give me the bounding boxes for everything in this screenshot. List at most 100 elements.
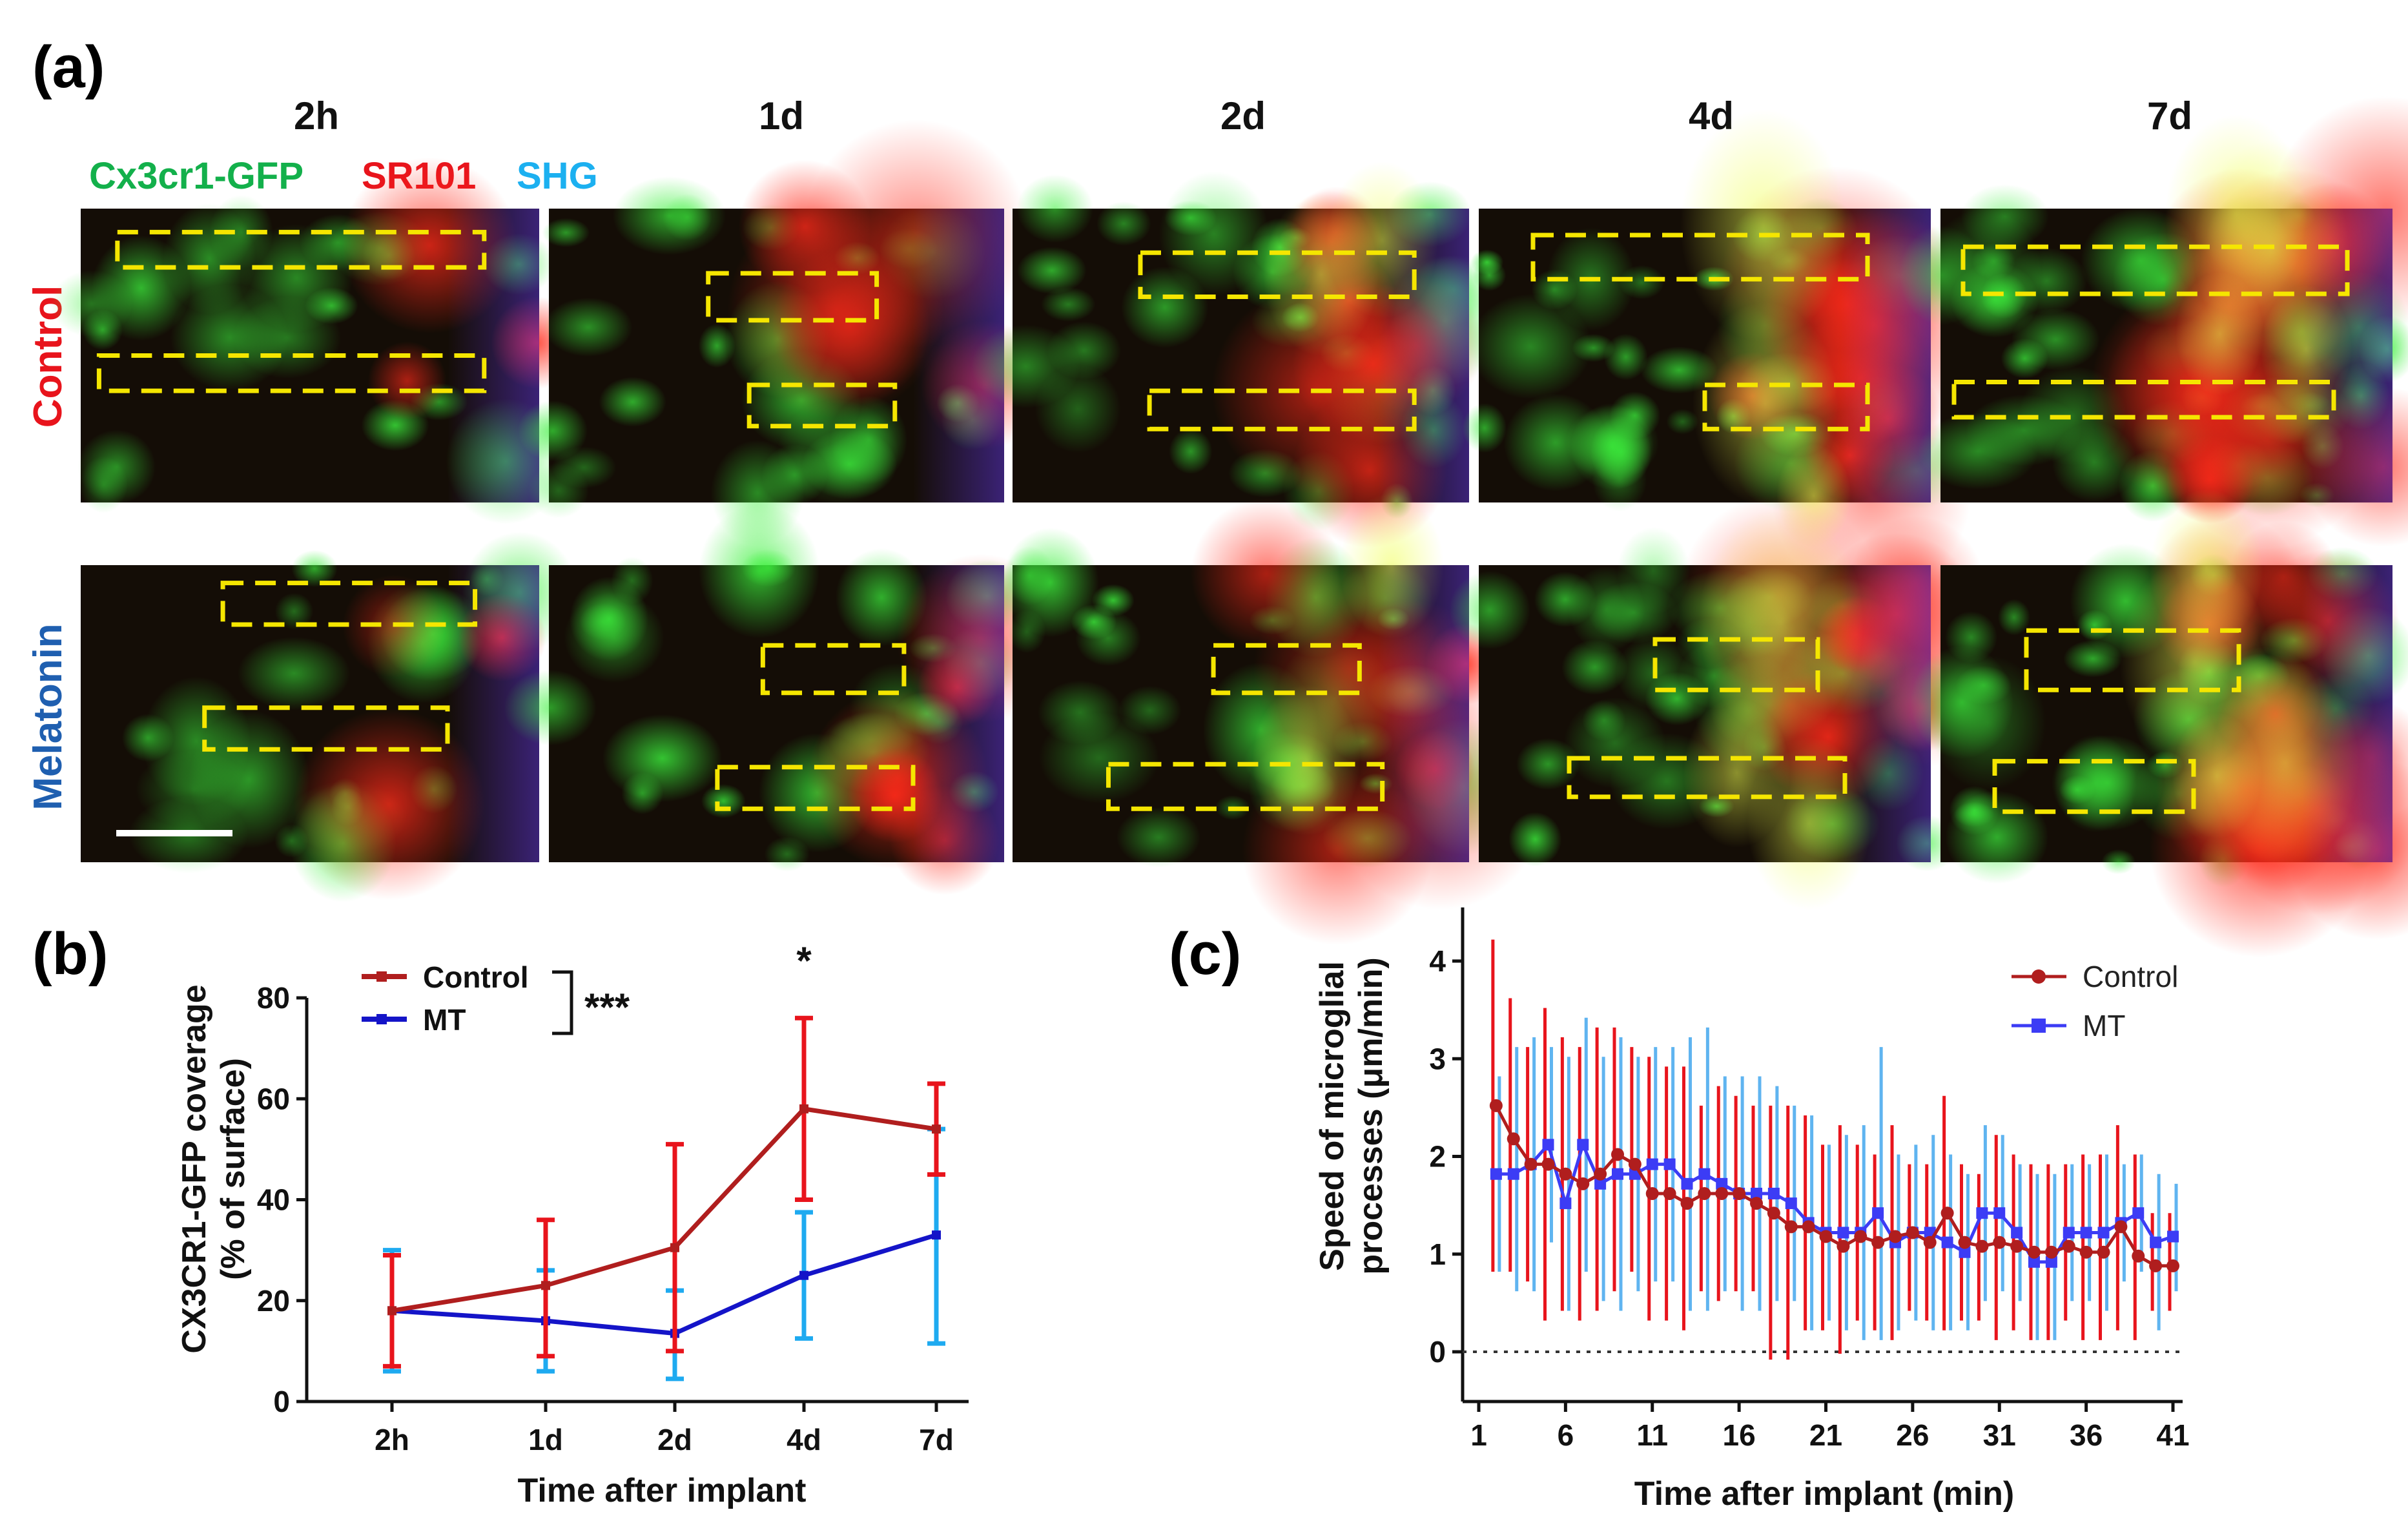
colocalized-signal [1680, 109, 1847, 342]
b-xtick-label-2d: 2d [657, 1423, 692, 1456]
c-point-mt-37 [2097, 1227, 2110, 1239]
roi-box [706, 271, 880, 323]
c-point-mt-34 [2045, 1256, 2057, 1268]
timepoint-label-1d: 1d [759, 94, 804, 138]
roi-box [115, 229, 487, 270]
shg-signal [1377, 209, 1469, 502]
c-legend-mt-label: MT [2083, 1009, 2125, 1042]
microglia-signal [233, 296, 342, 379]
roi-box [1567, 756, 1847, 800]
microglia-signal [1561, 639, 1628, 695]
b-point-mt-7d [932, 1230, 941, 1240]
microglia-signal [1531, 269, 1578, 311]
microglia-signal [1570, 403, 1654, 491]
c-ytick-label-2: 2 [1429, 1140, 1446, 1174]
c-point-mt-32 [2011, 1227, 2023, 1239]
b-point-control-1d [541, 1281, 550, 1290]
c-point-control-3 [1507, 1132, 1520, 1146]
b-xlabel: Time after implant [518, 1472, 807, 1509]
c-xtick-label-26: 26 [1896, 1418, 1929, 1452]
c-point-control-13 [1680, 1197, 1694, 1210]
c-point-mt-30 [1976, 1207, 1988, 1219]
microglia-signal [135, 750, 252, 829]
c-point-mt-7 [1577, 1139, 1589, 1151]
c-point-control-40 [2149, 1259, 2163, 1272]
c-point-mt-31 [1993, 1207, 2006, 1219]
c-point-control-11 [1645, 1186, 1659, 1200]
microglia-signal [1118, 685, 1182, 735]
c-point-mt-35 [2063, 1227, 2075, 1239]
b-ytick-label-20: 20 [257, 1284, 290, 1318]
channel-legend: Cx3cr1-GFP SR101 SHG [89, 155, 598, 197]
c-point-mt-3 [1507, 1168, 1519, 1180]
c-point-mt-36 [2080, 1227, 2092, 1239]
b-xtick-label-1d: 1d [528, 1423, 563, 1456]
microglia-signal [1945, 791, 2049, 884]
c-point-control-10 [1628, 1157, 1641, 1171]
microglia-signal [1038, 680, 1123, 745]
micrograph-melatonin-1d [504, 503, 1066, 895]
microglia-signal [2051, 734, 2164, 831]
microglia-signal [1944, 611, 1998, 663]
microglia-signal [1462, 403, 1507, 453]
channel-label-shg: SHG [517, 155, 598, 197]
microglia-signal [528, 462, 590, 519]
microglia-signal [2101, 849, 2136, 875]
microglia-signal [1071, 604, 1117, 640]
microglia-signal [1899, 225, 1985, 326]
roi-box [1530, 233, 1870, 282]
colocalized-signal [1747, 736, 1871, 911]
colocalized-signal [2172, 712, 2262, 839]
timepoint-label-7d: 7d [2147, 94, 2192, 138]
roi-box [2024, 628, 2241, 692]
b-ytick-label-80: 80 [257, 981, 290, 1015]
c-point-control-32 [2010, 1239, 2024, 1253]
c-point-control-16 [1733, 1186, 1746, 1200]
c-point-mt-17 [1751, 1187, 1762, 1199]
c-point-control-35 [2062, 1239, 2075, 1253]
microglia-signal [663, 193, 712, 241]
roi-box [1702, 382, 1870, 431]
c-point-control-18 [1767, 1206, 1780, 1220]
b-point-control-2d [670, 1243, 679, 1252]
microglia-signal [504, 669, 597, 746]
b-ylabel-2: (% of surface) [214, 1058, 252, 1280]
c-point-control-29 [1958, 1236, 1971, 1249]
c-xtick-label-1: 1 [1470, 1418, 1487, 1452]
microglia-signal [1616, 527, 1691, 615]
b-ytick-label-0: 0 [273, 1385, 290, 1418]
microglia-signal [1472, 259, 1507, 291]
c-ytick-label-3: 3 [1429, 1042, 1446, 1075]
c-point-control-7 [1576, 1177, 1590, 1190]
c-point-control-24 [1871, 1236, 1885, 1249]
microglia-signal [291, 550, 338, 588]
microglia-signal [2011, 308, 2100, 371]
b-significance-overall: *** [584, 986, 630, 1029]
micrograph-control-7d [1899, 96, 2408, 548]
microglia-signal [1047, 321, 1122, 380]
roi-box [760, 643, 907, 696]
microglia-signal [741, 549, 796, 587]
microglia-signal [1603, 333, 1648, 380]
c-point-mt-8 [1594, 1177, 1607, 1190]
c-point-control-34 [2044, 1245, 2058, 1259]
b-xtick-label-4d: 4d [787, 1423, 821, 1456]
micrograph-control-2h [50, 157, 584, 524]
microglia-signal [1469, 293, 1592, 400]
sr101-signal [293, 709, 485, 900]
colocalized-signal [1692, 302, 1838, 506]
c-point-control-5 [1541, 1157, 1555, 1171]
b-point-mt-4d [799, 1270, 808, 1280]
microglia-signal [1096, 201, 1151, 246]
b-legend-control-marker [376, 971, 387, 982]
channel-label-gfp: Cx3cr1-GFP [89, 155, 304, 197]
row-label-melatonin: Melatonin [26, 623, 70, 810]
roi-box [1106, 761, 1385, 811]
c-xtick-label-21: 21 [1809, 1418, 1842, 1452]
c-point-mt-15 [1716, 1177, 1728, 1190]
micrograph-control-1d [517, 119, 1050, 546]
shg-signal [2302, 565, 2393, 862]
c-point-control-8 [1594, 1167, 1607, 1181]
roi-box [1652, 637, 1820, 692]
c-point-mt-22 [1837, 1227, 1849, 1239]
